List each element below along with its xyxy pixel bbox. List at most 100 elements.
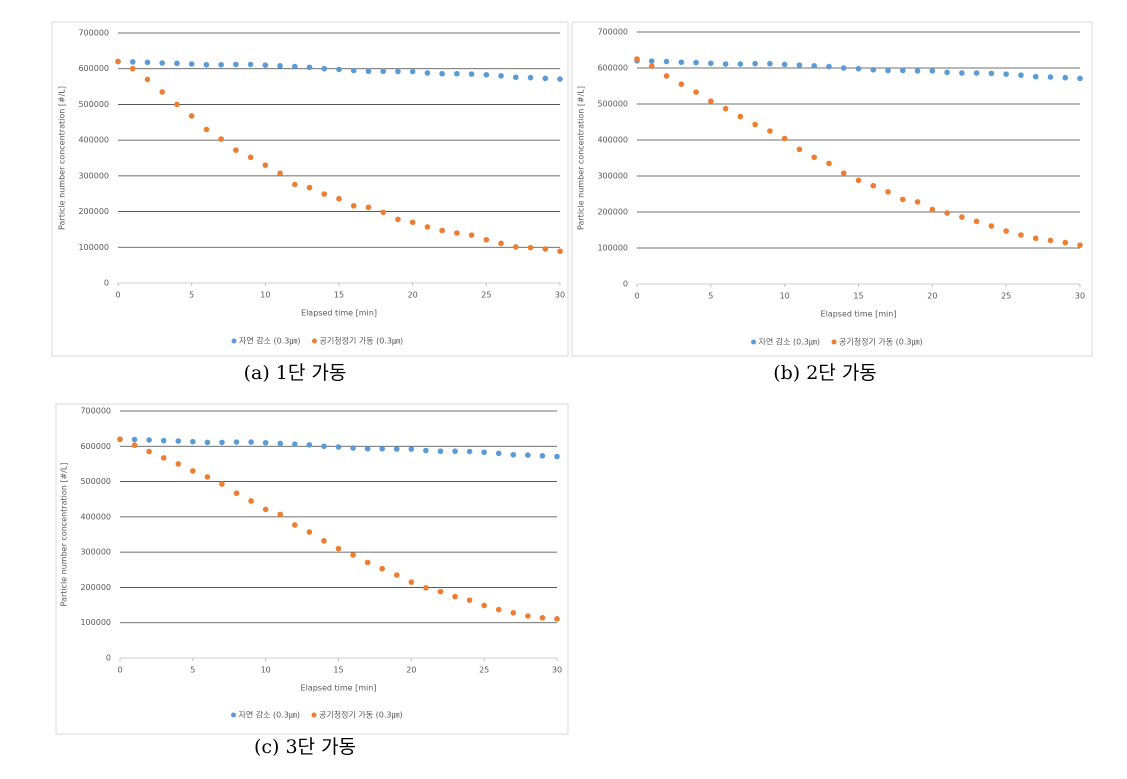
data-point [409, 219, 416, 226]
data-point [292, 63, 298, 70]
data-point [350, 203, 357, 209]
y-axis-title: Particle number concentration [#/L] [58, 86, 67, 230]
data-point [708, 98, 714, 104]
x-tick-label: 25 [479, 666, 489, 675]
y-tick-label: 300000 [78, 171, 109, 180]
data-point [648, 58, 655, 64]
data-point [395, 216, 401, 223]
data-point [708, 60, 714, 67]
data-point [424, 70, 431, 76]
x-tick-label: 0 [634, 292, 639, 301]
data-point [321, 65, 328, 72]
y-tick-label: 200000 [80, 583, 111, 592]
data-point [146, 448, 152, 455]
data-point [262, 439, 269, 446]
x-tick-label: 20 [406, 666, 416, 675]
data-point [437, 448, 444, 455]
x-tick-label: 5 [708, 292, 713, 301]
x-tick-label: 15 [333, 666, 343, 675]
data-point [203, 61, 210, 68]
data-point [292, 181, 298, 188]
x-tick-label: 15 [334, 291, 344, 300]
data-point [870, 67, 877, 73]
x-tick-label: 10 [260, 291, 270, 300]
data-point [335, 444, 342, 450]
x-tick-label: 5 [190, 666, 195, 675]
data-point [424, 224, 431, 230]
data-point [525, 452, 531, 458]
data-point [364, 559, 371, 566]
data-point [752, 121, 758, 128]
data-point [336, 66, 342, 73]
y-axis-title: Particle number concentration [#/L] [60, 463, 69, 607]
data-point [944, 69, 950, 76]
data-point [527, 74, 534, 81]
data-point [752, 60, 758, 67]
y-axis-title: Particle number concentration [#/L] [577, 86, 586, 230]
x-axis-title: Elapsed time [min] [301, 309, 377, 318]
data-point [233, 61, 239, 68]
data-point [203, 126, 210, 133]
data-point [737, 113, 744, 120]
data-point [395, 68, 401, 75]
data-point [811, 154, 817, 161]
data-point [409, 68, 416, 75]
data-point [335, 545, 342, 552]
data-point [722, 105, 729, 112]
data-point [350, 552, 356, 558]
data-point [1077, 242, 1083, 248]
data-point [988, 223, 995, 229]
data-point [900, 67, 906, 74]
data-point [557, 248, 563, 255]
data-point [870, 182, 877, 189]
y-tick-label: 600000 [80, 442, 111, 451]
data-point [510, 610, 517, 616]
data-point [495, 450, 502, 457]
data-point [959, 214, 965, 220]
data-point [885, 67, 891, 74]
data-point [663, 58, 670, 65]
data-point [1018, 72, 1024, 78]
data-point [292, 441, 298, 447]
data-point [277, 63, 283, 69]
data-point [144, 59, 151, 66]
data-point [321, 443, 327, 450]
data-point [483, 236, 490, 243]
data-point [380, 68, 387, 75]
data-point [855, 65, 862, 72]
y-tick-label: 700000 [597, 28, 628, 37]
data-point [292, 522, 298, 528]
data-point [423, 447, 429, 454]
data-point [247, 154, 254, 161]
y-tick-label: 500000 [78, 100, 109, 109]
data-point [539, 614, 546, 621]
data-point [483, 71, 490, 78]
chart-panel [571, 21, 1093, 357]
data-point [190, 468, 196, 474]
legend-label: 자연 감소 (0.3㎛) [239, 710, 301, 721]
y-tick-label: 400000 [78, 136, 109, 145]
data-point [1077, 75, 1083, 82]
legend-marker [231, 712, 236, 718]
y-tick-label: 300000 [80, 548, 111, 557]
data-point [277, 440, 284, 447]
data-point [129, 59, 136, 65]
data-point [973, 70, 980, 76]
data-point [513, 244, 519, 250]
data-point [840, 170, 847, 176]
data-point [452, 593, 458, 600]
caption: (a) 1단 가동 [244, 362, 347, 384]
data-point [115, 58, 121, 65]
data-point [277, 170, 283, 177]
data-point [321, 191, 328, 197]
data-point [160, 437, 167, 444]
data-point [188, 113, 195, 119]
y-tick-label: 0 [623, 280, 628, 289]
data-point [160, 455, 167, 461]
x-tick-label: 30 [555, 291, 565, 300]
data-point [218, 136, 224, 142]
data-point [481, 449, 487, 456]
data-point [796, 146, 803, 153]
data-point [1032, 73, 1039, 80]
data-point [454, 230, 460, 236]
